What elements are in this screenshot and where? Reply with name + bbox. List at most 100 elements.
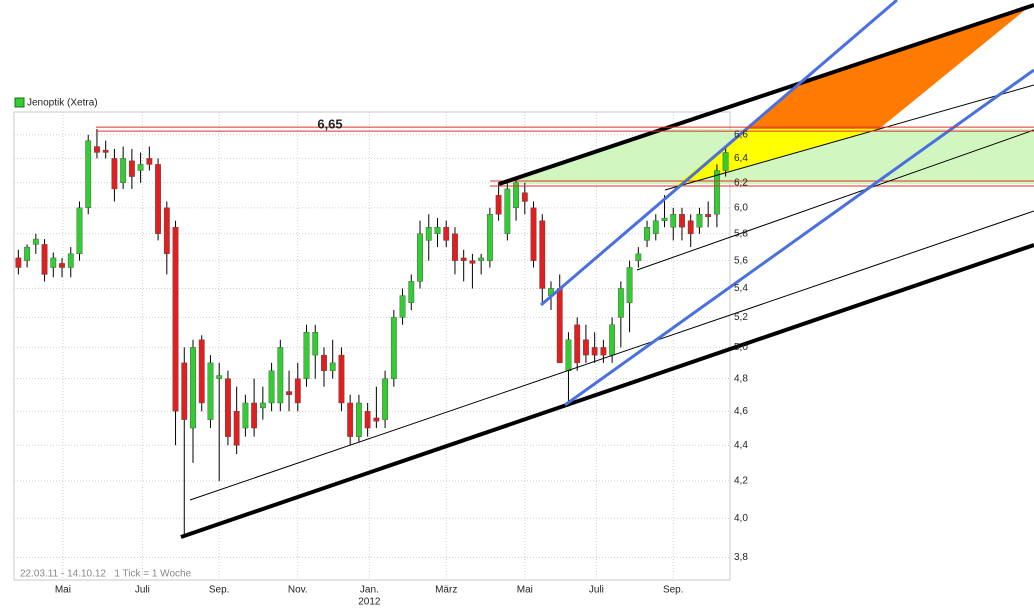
candle-body [32,238,39,245]
candle-body [478,257,485,261]
candle-body [521,192,528,202]
candle-body [181,362,188,420]
y-tick-label: 3,8 [734,552,748,563]
candle-body [338,354,345,404]
y-tick-label: 6,6 [734,129,748,140]
candle-body [59,263,65,268]
candle-body [198,339,205,404]
candle-body [85,140,92,209]
candle-body [434,227,441,234]
candle-body [617,288,624,318]
candle-body [190,347,196,429]
candle-body [504,188,511,234]
zone-orange [746,6,1030,129]
candle-body [137,164,144,171]
candle-body [321,354,327,371]
legend-swatch [14,97,25,108]
annotation-label: 6,65 [317,117,342,132]
candle-body [303,332,310,379]
candle-body [556,288,563,364]
candle-body [94,146,100,153]
candle-body [216,375,223,379]
candle-body [460,257,467,261]
candle-body [102,149,109,153]
candle-body [635,253,642,261]
candle-body [652,220,659,234]
y-tick-label: 5,2 [734,312,748,323]
candle-body [373,417,380,422]
candle-body [408,281,415,303]
trend-line-blue [564,68,1034,407]
candle-body [128,160,135,177]
candle-body [268,370,275,404]
candle-body [644,227,650,241]
y-tick-label: 5,8 [734,228,748,239]
plot-frame [13,111,731,581]
candle-body [251,402,258,429]
candle-body [443,227,450,241]
trend-line [180,243,1034,539]
y-tick-label: 4,0 [734,513,748,524]
candle-body [120,158,127,183]
candle-body [713,170,720,215]
candle-body [687,220,694,234]
candle-body [347,402,354,437]
candle-body [41,244,48,275]
candle-body [67,253,74,268]
candle-body [76,207,83,255]
y-tick-label: 6,2 [734,177,748,188]
candle-body [355,402,362,437]
candle-body [574,324,581,364]
candle-body [705,214,712,218]
y-tick-label: 6,0 [734,202,748,213]
x-tick-label: Mai [55,585,71,596]
y-tick-label: 4,8 [734,373,748,384]
candle-body [539,220,546,289]
trend-line [189,210,1034,501]
candle-body [390,317,397,379]
y-tick-label: 4,6 [734,406,748,417]
candle-body [146,158,153,165]
x-tick-label: Juli [135,585,150,596]
candle-body [50,257,57,268]
candle-body [329,362,336,371]
x-tick-label: März [435,585,457,596]
candle-body [425,227,432,241]
annotation: 6,65 [96,117,1034,132]
y-tick-label: 4,2 [734,476,748,487]
x-tick-label: Jan. [360,585,379,596]
footer: 22.03.11 - 14.10.12 1 Tick = 1 Woche [20,569,192,580]
legend-label: Jenoptik (Xetra) [27,98,98,109]
candle-body [155,164,161,234]
candle-body [207,362,214,420]
y-tick-label: 5,0 [734,342,748,353]
candle-body [382,378,389,420]
axes: 3,8 4,0 4,2 4,4 4,6 4,8 5,0 5,2 5,4 5,6 5,8 6,0 6,2 6… [55,129,749,607]
candle-body [591,347,598,356]
candle-body [670,214,677,228]
candle-body [277,347,284,404]
y-tick-label: 5,4 [734,283,748,294]
y-tick-label: 5,6 [734,255,748,266]
x-tick-label: Sep. [663,585,684,596]
year-label: 2012 [358,597,381,608]
trend-line-blue [540,0,898,307]
candle-body [679,214,685,228]
candle-body [111,158,118,190]
candle-body [259,402,266,409]
candle-body [286,391,292,395]
candle-body [600,347,607,356]
candle-body [417,233,423,282]
candle-body [452,233,458,261]
candle-body [696,214,703,228]
candle-body [225,378,231,437]
trend-line [498,3,1034,186]
candle-body [294,378,301,404]
candle-body [495,194,502,215]
trend-line [664,84,1034,191]
trend-line [636,129,1034,271]
candle-body [609,324,616,356]
candle-body [513,182,519,209]
candle-body [486,214,493,261]
candle-body [364,411,371,429]
